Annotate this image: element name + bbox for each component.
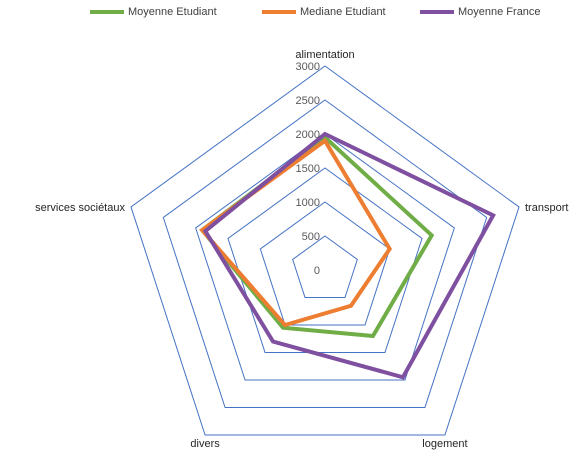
- grid-ring-1500: [227, 167, 423, 354]
- category-label-transport: transport: [525, 202, 568, 214]
- category-label-divers: divers: [190, 438, 220, 450]
- tick-label-1000: 1000: [296, 197, 320, 209]
- category-label-alimentation: alimentation: [295, 49, 354, 61]
- legend-swatch-moyenne-france: [420, 10, 454, 14]
- grid-ring-1000: [259, 201, 391, 326]
- legend-item-moyenne-france: Moyenne France: [420, 6, 541, 18]
- tick-label-2000: 2000: [296, 129, 320, 141]
- legend-swatch-moyenne-etudiant: [90, 10, 124, 14]
- category-label-services-sociétaux: services sociétaux: [35, 202, 125, 214]
- tick-label-1500: 1500: [296, 163, 320, 175]
- series-line-moyenne-france: [202, 131, 496, 380]
- legend-label-mediane-etudiant: Mediane Etudiant: [300, 6, 386, 18]
- legend-item-moyenne-etudiant: Moyenne Etudiant: [90, 6, 217, 18]
- legend: Moyenne Etudiant Mediane Etudiant Moyenn…: [0, 6, 585, 26]
- grid-ring-2500: [162, 99, 488, 409]
- legend-label-moyenne-etudiant: Moyenne Etudiant: [128, 6, 217, 18]
- legend-swatch-mediane-etudiant: [262, 10, 296, 14]
- grid-ring-500: [292, 235, 358, 299]
- category-label-logement: logement: [422, 438, 467, 450]
- tick-label-2500: 2500: [296, 95, 320, 107]
- grid-ring-3000: [130, 65, 520, 436]
- legend-item-mediane-etudiant: Mediane Etudiant: [262, 6, 386, 18]
- tick-label-500: 500: [302, 231, 320, 243]
- tick-label-0: 0: [314, 265, 320, 277]
- legend-label-moyenne-france: Moyenne France: [458, 6, 541, 18]
- grid-ring-2000: [195, 133, 455, 381]
- tick-label-3000: 3000: [296, 61, 320, 73]
